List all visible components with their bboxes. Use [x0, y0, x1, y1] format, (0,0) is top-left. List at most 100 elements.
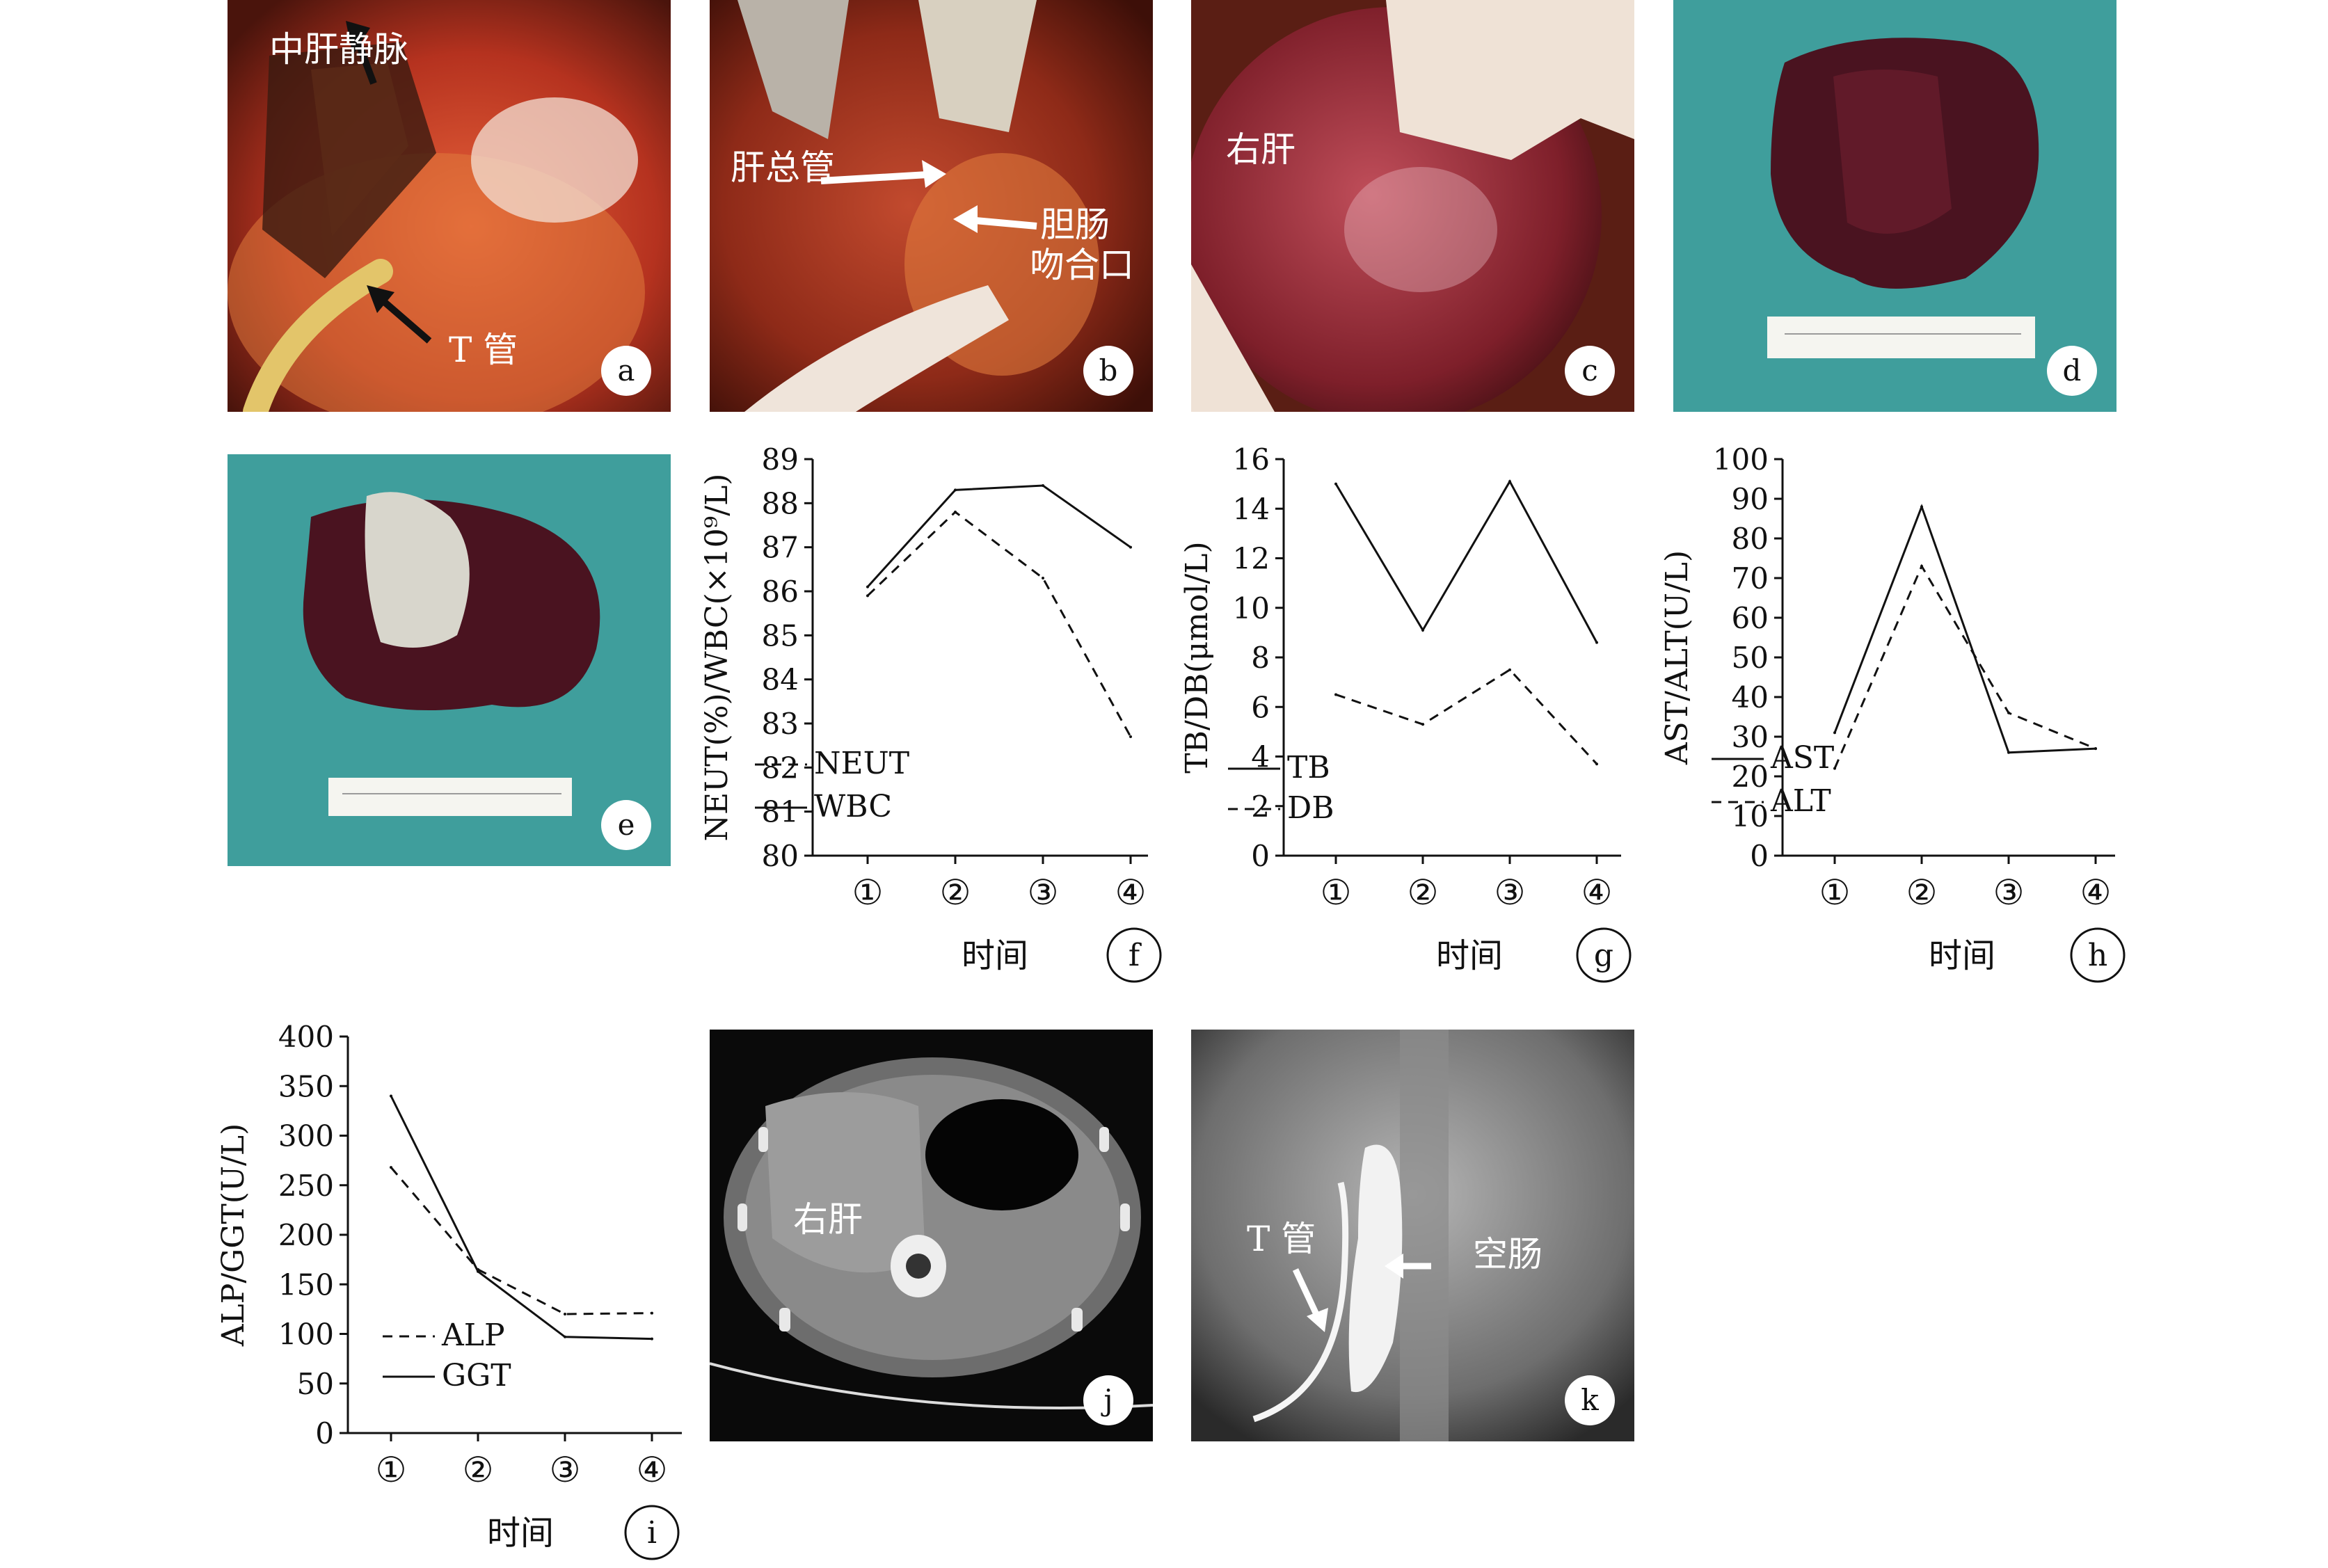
x-tick-label: ④	[2080, 872, 2112, 913]
label-biliary-enteric: 胆肠	[1040, 205, 1110, 245]
y-axis-title: AST/ALT(U/L)	[1659, 550, 1695, 765]
chart-i: 0 50 100 150 200 250 300 350 400 ① ② ③ ④ ALP/GGT(U/L)…	[209, 1009, 710, 1565]
series-line-ggt	[390, 1095, 653, 1341]
x-tick-label: ②	[1408, 872, 1439, 913]
photo-panel-a	[228, 0, 671, 412]
data-point-db	[1595, 762, 1598, 766]
series-line-wbc	[866, 484, 1131, 588]
chart-h: 0 10 20 30 40 50 60 70 80 90 100 ① ② ③ ④ AST/ALT(U/L) 时间…	[1649, 431, 2136, 1009]
data-point-tb	[1595, 641, 1598, 644]
chart-g: 0 2 4 6 8 10 12 14 16 ① ② ③ ④ TB/DB(μmol/L) 时间 g TB DB	[1176, 431, 1642, 1009]
y-tick-label: 0	[1251, 839, 1270, 873]
photo-panel-c	[1191, 0, 1634, 412]
y-tick-label: 200	[278, 1218, 334, 1252]
x-tick-label: ③	[1028, 872, 1059, 913]
panel-letter-b: b	[1099, 353, 1118, 387]
label-middle-hepatic-vein: 中肝静脉	[269, 29, 408, 70]
y-tick-label: 80	[762, 839, 799, 873]
y-tick-label: 50	[297, 1367, 334, 1401]
data-point-alt	[1920, 564, 1923, 568]
panel-badge-i	[624, 1505, 680, 1560]
y-tick-label: 40	[1732, 680, 1769, 714]
data-point-ast	[1920, 505, 1923, 509]
y-tick-label: 89	[762, 442, 799, 477]
label-anastomosis: 吻合口	[1030, 245, 1134, 285]
data-point-ggt	[477, 1270, 479, 1273]
panel-letter-e: e	[618, 808, 635, 842]
x-tick-label: ①	[1321, 872, 1352, 913]
data-point-tb	[1334, 482, 1337, 486]
x-tick-label: ②	[1906, 872, 1938, 913]
series-line-tb	[1334, 479, 1598, 643]
data-point-neut	[866, 594, 869, 598]
y-tick-label: 250	[278, 1169, 334, 1203]
data-point-wbc	[1129, 545, 1132, 549]
panel-letter-d: d	[2063, 353, 2082, 387]
x-tick-label: ②	[940, 872, 971, 913]
label-jejunum: 空肠	[1473, 1234, 1542, 1274]
series-line-alt	[1833, 563, 2096, 769]
series-line-db	[1335, 668, 1598, 765]
data-point-neut	[1042, 577, 1044, 579]
legend-label-ggt: GGT	[442, 1358, 511, 1393]
legend-label-wbc: WBC	[814, 789, 892, 824]
x-tick-label: ①	[1819, 872, 1851, 913]
data-point-neut	[1129, 735, 1132, 738]
data-point-wbc	[866, 585, 869, 589]
y-tick-label: 100	[278, 1318, 334, 1352]
data-point-db	[1508, 668, 1511, 671]
panel-badge-j	[1083, 1375, 1133, 1425]
y-axis-title: NEUT(%)/WBC(×10⁹/L)	[699, 474, 735, 842]
y-tick-label: 10	[1233, 591, 1270, 625]
data-point-alt	[2094, 747, 2097, 751]
data-point-alp	[390, 1166, 392, 1169]
data-point-db	[1421, 723, 1424, 726]
y-tick-label: 88	[762, 486, 799, 520]
x-tick-label: ①	[852, 872, 884, 913]
y-tick-label: 82	[762, 751, 799, 785]
y-tick-label: 90	[1732, 482, 1769, 516]
legend-label-alp: ALP	[441, 1318, 505, 1353]
data-point-neut	[954, 511, 957, 513]
panel-letter-h: h	[2088, 938, 2107, 973]
panel-letter-a: a	[617, 353, 635, 387]
chart-f: 80 81 82 83 84 85 86 87 88 89 ① ② ③ ④ NEUT(%)/WBC(×10⁹…	[689, 431, 1176, 1009]
data-point-alt	[2007, 711, 2010, 714]
y-tick-label: 10	[1732, 799, 1769, 833]
photo-panel-b	[710, 0, 1153, 412]
data-point-alt	[1833, 767, 1836, 770]
x-tick-label: ④	[637, 1450, 668, 1490]
photo-d-labels: d	[1673, 0, 2116, 412]
x-axis-title: 时间	[962, 936, 1028, 975]
data-point-ggt	[651, 1337, 653, 1341]
x-tick-label: ④	[1581, 872, 1613, 913]
chart-h-svg: 0 10 20 30 40 50 60 70 80 90 100 ① ② ③ ④ AST/ALT(U/L) 时间…	[1659, 442, 2126, 983]
x-tick-label: ①	[376, 1450, 407, 1490]
photo-panel-d	[1673, 0, 2116, 412]
panel-letter-k: k	[1581, 1383, 1599, 1417]
panel-badge-c	[1565, 346, 1615, 396]
series-line-ast	[1833, 504, 2096, 754]
panel-letter-i: i	[647, 1515, 657, 1551]
x-axis-title: 时间	[1929, 936, 1995, 975]
y-tick-label: 2	[1251, 790, 1270, 824]
y-tick-label: 16	[1233, 442, 1270, 477]
x-tick-label: ③	[550, 1450, 581, 1490]
label-right-liver-c: 右肝	[1226, 129, 1295, 170]
y-tick-label: 100	[1713, 442, 1769, 477]
y-tick-label: 12	[1233, 542, 1270, 576]
y-tick-label: 0	[1750, 839, 1769, 873]
y-tick-label: 400	[278, 1020, 334, 1054]
photo-panel-e	[228, 454, 671, 866]
y-tick-label: 50	[1732, 641, 1769, 675]
photo-panel-j	[710, 1030, 1153, 1441]
y-tick-label: 300	[278, 1119, 334, 1153]
series-line-neut	[866, 511, 1132, 737]
panel-badge-b	[1083, 346, 1133, 396]
y-tick-label: 350	[278, 1069, 334, 1103]
chart-i-svg: 0 50 100 150 200 250 300 350 400 ① ② ③ ④ ALP/GGT(U/L)…	[216, 1020, 682, 1560]
label-right-liver-j: 右肝	[793, 1199, 863, 1240]
y-tick-label: 14	[1233, 492, 1270, 526]
y-tick-label: 80	[1732, 522, 1769, 556]
